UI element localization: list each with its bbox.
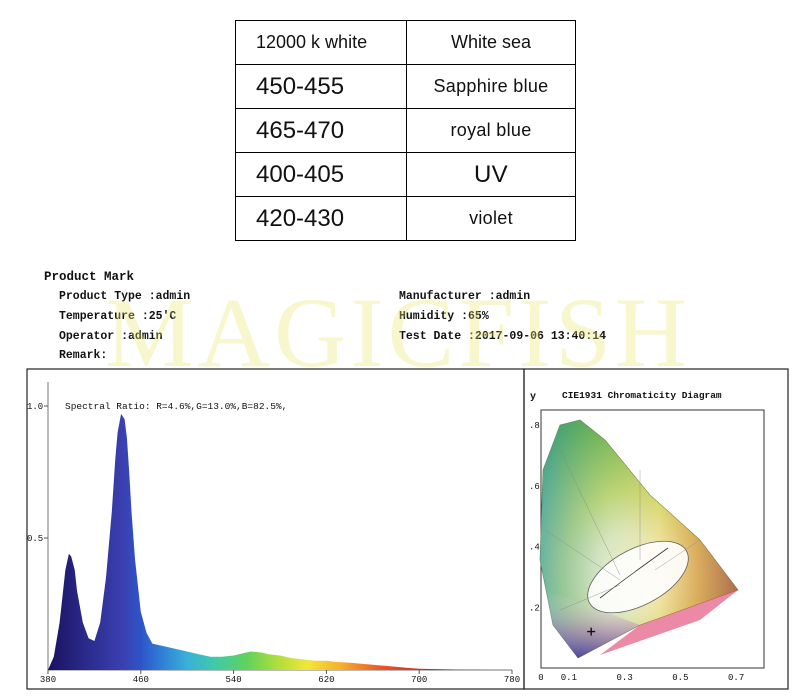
wavelength-cell: 400-405 — [235, 152, 407, 197]
cie-title: CIE1931 Chromaticity Diagram — [562, 390, 722, 401]
cie-x-tick-label: 0.7 — [728, 673, 744, 683]
spectrum-area-series — [48, 413, 512, 670]
led-spec-table: 12000 k white White sea 450-455 Sapphire… — [235, 20, 576, 241]
cie-y-tick-label: .8 — [529, 421, 540, 431]
cie-y-tick-label: .2 — [529, 603, 540, 613]
cie-y-tick-label: .6 — [529, 482, 540, 492]
y-tick-label: 0.5 — [27, 534, 43, 544]
spectral-ratio-annotation: Spectral Ratio: R=4.6%,G=13.0%,B=82.5%, — [65, 401, 287, 412]
x-tick-label: 380 — [40, 675, 56, 685]
cie-y-tick-label: .4 — [529, 543, 540, 553]
cie-y-axis-label: y — [530, 392, 536, 403]
remark-field: Remark: — [59, 349, 108, 362]
cie-points — [587, 627, 596, 636]
header-cell: White sea — [406, 20, 576, 65]
test-date-field: Test Date :2017-09-06 13:40:14 — [399, 330, 607, 343]
cie-x-tick-label: 0.3 — [617, 673, 633, 683]
product-mark-heading: Product Mark — [44, 270, 135, 284]
operator-field: Operator :admin — [59, 330, 163, 343]
x-tick-label: 620 — [318, 675, 334, 685]
spectrum-ticks: 380 460 540 620 700 780 1.0 0.5 — [27, 402, 520, 685]
cie-x-tick-label: 0.1 — [561, 673, 577, 683]
cie-ticks: 0 0.1 0.3 0.5 0.7 .8 .6 .4 .2 — [529, 421, 744, 683]
cie-measurement-point — [587, 627, 596, 636]
table-row: 450-455 Sapphire blue — [235, 64, 576, 109]
x-tick-label: 700 — [411, 675, 427, 685]
manufacturer-field: Manufacturer :admin — [399, 290, 531, 303]
cie-x-tick-label: 0.5 — [672, 673, 688, 683]
x-tick-label: 780 — [504, 675, 520, 685]
humidity-field: Humidity :65% — [399, 310, 489, 323]
cie-x-tick-label: 0 — [538, 673, 543, 683]
product-type-field: Product Type :admin — [59, 290, 191, 303]
wavelength-cell: 420-430 — [235, 196, 407, 241]
watermark-text: MAGICFISH — [105, 277, 692, 388]
cie-panel-frame — [523, 368, 789, 690]
x-tick-label: 460 — [133, 675, 149, 685]
y-tick-label: 1.0 — [27, 402, 43, 412]
color-cell: Sapphire blue — [406, 64, 576, 109]
table-header-row: 12000 k white White sea — [235, 20, 576, 65]
color-cell: violet — [406, 196, 576, 241]
x-tick-label: 540 — [225, 675, 241, 685]
cie-horseshoe — [539, 419, 739, 659]
temperature-field: Temperature :25'C — [59, 310, 177, 323]
header-cell: 12000 k white — [235, 20, 407, 65]
table-row: 420-430 violet — [235, 196, 576, 241]
